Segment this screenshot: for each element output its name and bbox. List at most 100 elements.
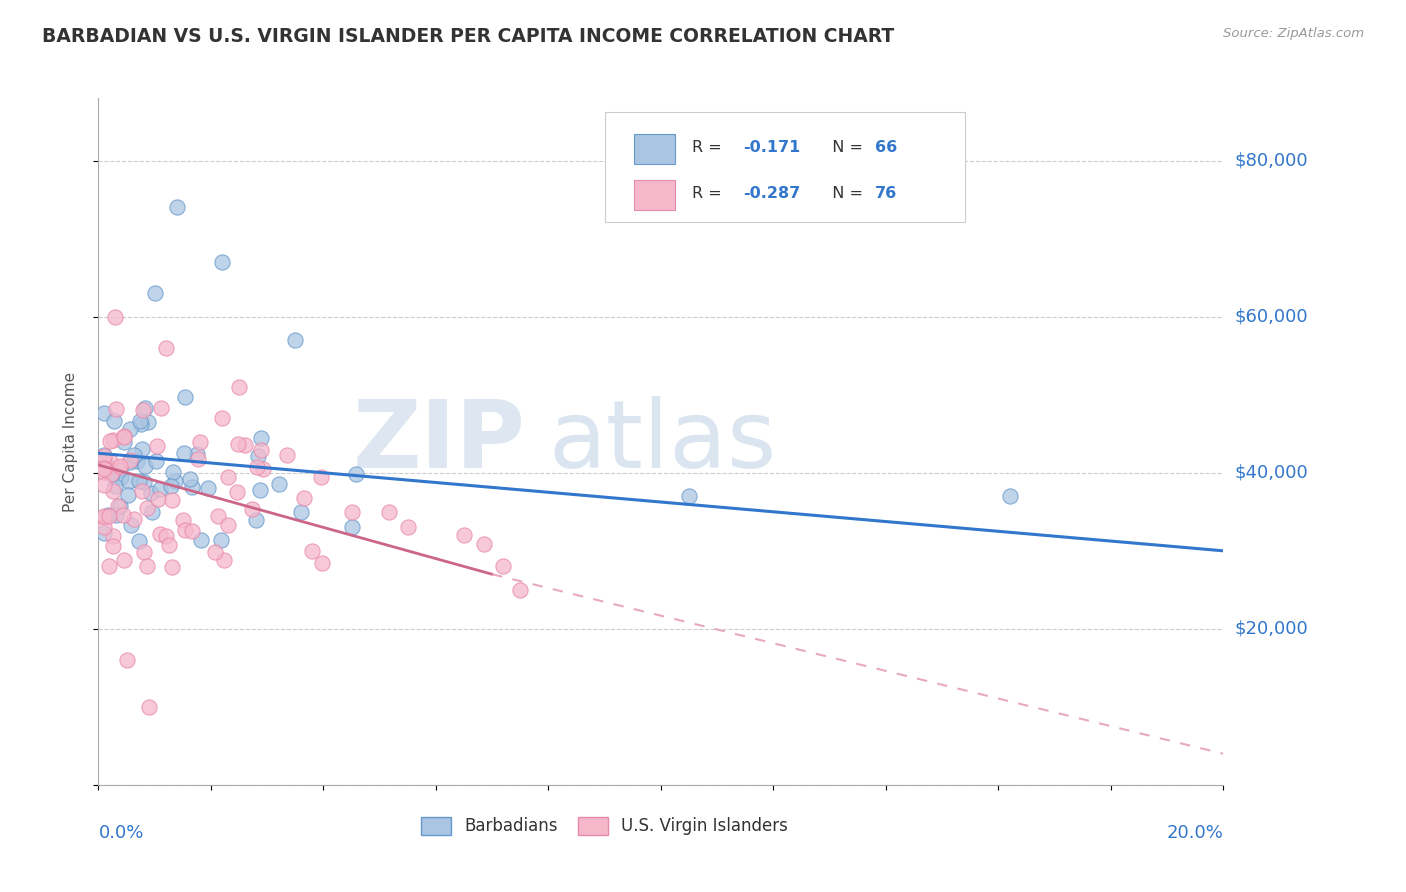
Text: R =: R = [692, 140, 727, 155]
Point [186, 447, 208, 461]
Point [104, 401, 127, 416]
Point [311, 556, 333, 570]
Point [127, 454, 149, 468]
Point [104, 310, 127, 324]
Point [93, 406, 115, 420]
Point [110, 470, 132, 484]
Point [103, 414, 125, 428]
Point [217, 470, 239, 484]
Point [290, 505, 312, 519]
Point [453, 528, 475, 542]
Point [135, 558, 157, 573]
Point [226, 436, 249, 450]
Point [134, 458, 156, 473]
Point [93, 458, 115, 472]
Text: BARBADIAN VS U.S. VIRGIN ISLANDER PER CAPITA INCOME CORRELATION CHART: BARBADIAN VS U.S. VIRGIN ISLANDER PER CA… [42, 27, 894, 45]
Point [240, 502, 263, 516]
Point [179, 472, 201, 486]
Point [309, 469, 332, 483]
Point [124, 448, 146, 462]
FancyBboxPatch shape [634, 134, 675, 164]
Point [472, 537, 495, 551]
Point [93, 509, 115, 524]
Point [188, 434, 211, 449]
Point [93, 454, 115, 468]
Point [228, 380, 250, 394]
Point [344, 467, 367, 481]
Point [252, 462, 274, 476]
Point [136, 501, 159, 516]
Point [276, 448, 298, 462]
Point [93, 526, 115, 541]
Point [114, 428, 136, 442]
Point [112, 508, 135, 523]
Point [101, 467, 124, 481]
Point [211, 255, 233, 269]
Text: 76: 76 [875, 186, 897, 202]
Point [118, 455, 141, 469]
Point [117, 488, 139, 502]
Point [212, 553, 235, 567]
Point [101, 483, 124, 498]
Point [110, 499, 132, 513]
Text: Source: ZipAtlas.com: Source: ZipAtlas.com [1223, 27, 1364, 40]
Point [292, 491, 315, 506]
Point [146, 439, 169, 453]
Point [93, 462, 115, 476]
Text: $60,000: $60,000 [1234, 308, 1308, 326]
Point [247, 449, 270, 463]
Point [93, 465, 115, 479]
Point [134, 401, 156, 415]
Text: atlas: atlas [548, 395, 776, 488]
Point [134, 545, 156, 559]
Point [120, 453, 142, 467]
Point [131, 484, 153, 499]
Point [160, 560, 183, 574]
Point [340, 505, 363, 519]
Point [509, 582, 531, 597]
Point [165, 474, 187, 488]
Point [118, 421, 141, 435]
FancyBboxPatch shape [605, 112, 965, 222]
Text: 0.0%: 0.0% [98, 824, 143, 842]
Point [197, 481, 219, 495]
Point [162, 465, 184, 479]
Y-axis label: Per Capita Income: Per Capita Income [63, 371, 77, 512]
Text: $20,000: $20,000 [1234, 620, 1308, 638]
Point [301, 543, 323, 558]
Point [128, 475, 150, 489]
Text: $40,000: $40,000 [1234, 464, 1308, 482]
Point [267, 476, 290, 491]
Point [211, 411, 233, 425]
Point [112, 430, 135, 444]
Point [97, 509, 120, 524]
Point [93, 478, 115, 492]
Point [155, 341, 177, 355]
Point [115, 653, 138, 667]
Point [187, 452, 209, 467]
Point [181, 480, 204, 494]
Point [93, 509, 115, 524]
Point [378, 505, 401, 519]
Text: -0.171: -0.171 [742, 140, 800, 155]
Point [217, 517, 239, 532]
Text: R =: R = [692, 186, 727, 202]
Point [93, 461, 115, 475]
Point [249, 442, 271, 457]
Point [93, 449, 115, 463]
Point [148, 492, 170, 507]
Point [138, 699, 160, 714]
Point [492, 559, 515, 574]
Point [245, 512, 267, 526]
Point [101, 540, 124, 554]
Point [181, 524, 204, 539]
Point [108, 459, 131, 474]
Point [207, 508, 229, 523]
Point [98, 453, 121, 467]
Text: 66: 66 [875, 140, 897, 155]
Point [340, 520, 363, 534]
Point [155, 529, 177, 543]
Point [139, 486, 162, 500]
Point [107, 499, 129, 513]
Point [93, 449, 115, 463]
